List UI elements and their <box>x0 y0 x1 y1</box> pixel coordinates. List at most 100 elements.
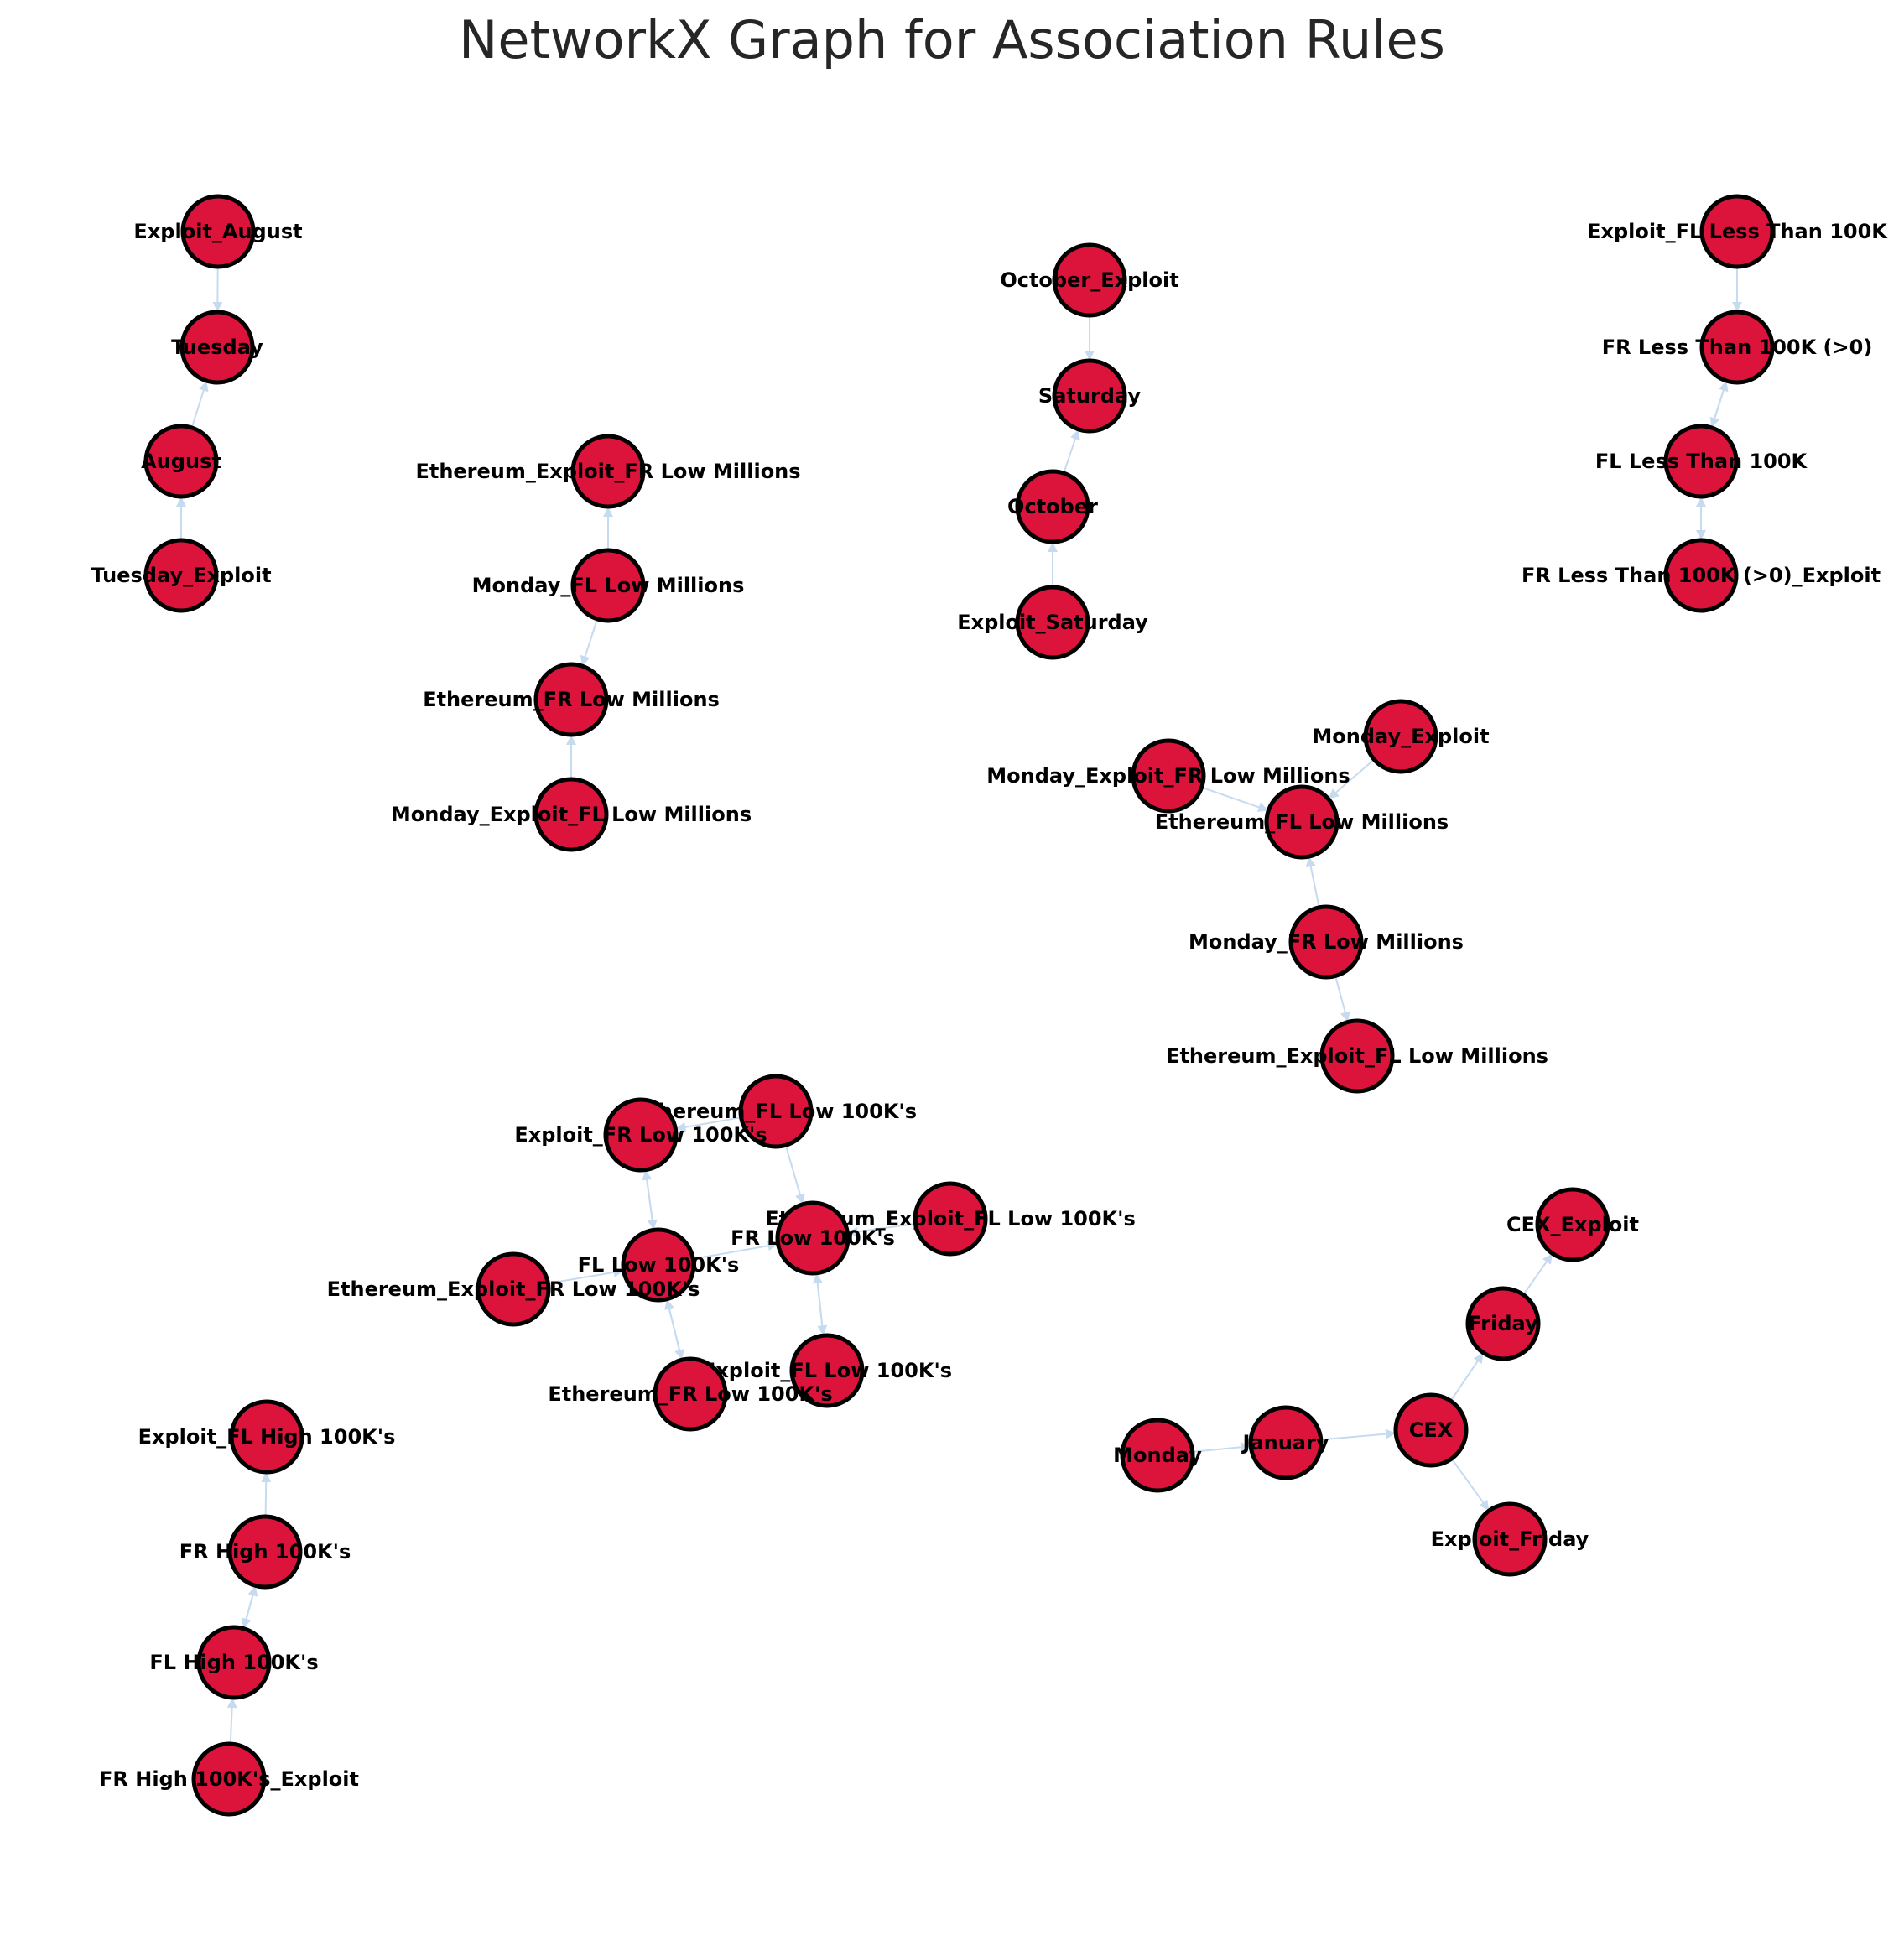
graph-node: Exploit_FL Less Than 100K <box>1587 194 1888 269</box>
node-circle <box>143 538 219 613</box>
node-label: Monday_Exploit_FR Low Millions <box>986 764 1350 788</box>
graph-node: Ethereum_Exploit_FR Low Millions <box>415 434 801 509</box>
graph-node: Ethereum_FR Low Millions <box>423 662 720 737</box>
edge-n27-n26 <box>548 1269 624 1285</box>
edge-arrowhead <box>1070 429 1080 441</box>
graph-node: Ethereum_FL Low Millions <box>1155 784 1449 860</box>
edge-n33-n32 <box>1320 1432 1397 1441</box>
node-circle <box>1663 538 1739 613</box>
node-label: FR Less Than 100K (>0)_Exploit <box>1522 564 1881 587</box>
edge-n18-n19 <box>1201 786 1269 812</box>
node-circle <box>1264 784 1340 860</box>
graph-node: Ethereum_Exploit_FL Low Millions <box>1166 1018 1548 1094</box>
edge-arrowhead <box>1048 542 1058 552</box>
graph-node: Monday_Exploit <box>1312 699 1490 774</box>
node-circle <box>1288 904 1364 980</box>
node-label: Ethereum_Exploit_FR Low Millions <box>415 460 800 483</box>
node-label: Ethereum_FL Low 100K's <box>635 1100 917 1123</box>
edge-arrowhead <box>1385 1428 1397 1439</box>
graph-node: Saturday <box>1038 358 1142 434</box>
edge-arrowhead <box>212 301 223 313</box>
graph-node: Exploit_FL Low 100K's <box>702 1333 952 1408</box>
node-circle <box>1052 358 1127 434</box>
node-label: Monday <box>1113 1444 1202 1467</box>
node-label: Ethereum_Exploit_FL Low Millions <box>1166 1044 1548 1068</box>
edge-arrowhead <box>612 1267 624 1277</box>
node-circle <box>1052 242 1127 318</box>
graph-node: Exploit_Saturday <box>957 585 1148 660</box>
graph-node: CEX_Exploit <box>1506 1187 1639 1262</box>
node-label: Tuesday <box>171 336 263 359</box>
node-circle <box>196 1625 272 1700</box>
node-label: Exploit_August <box>133 220 302 243</box>
node-label: Exploit_Friday <box>1431 1527 1589 1551</box>
node-label: Exploit_FR Low 100K's <box>514 1123 767 1147</box>
edge-n28-n25 <box>815 1272 825 1336</box>
graph-node: Monday <box>1113 1418 1202 1493</box>
node-circle <box>1015 469 1090 544</box>
node-circle <box>533 662 609 737</box>
node-label: FR High 100K's_Exploit <box>99 1767 359 1791</box>
node-circle <box>1663 424 1739 499</box>
node-circle <box>789 1333 865 1408</box>
node-layer: Exploit_August Tuesday August Tuesday_Explo… <box>91 194 1888 1817</box>
page-title: NetworkX Graph for Association Rules <box>459 9 1445 70</box>
graph-node: Exploit_August <box>133 194 303 269</box>
edge-arrowhead <box>176 497 186 507</box>
graph-node: Ethereum_Exploit_FR Low 100K's <box>327 1251 700 1327</box>
edge-arrowhead <box>198 381 209 393</box>
edge-arrowhead <box>642 1169 653 1181</box>
node-circle <box>1015 585 1090 660</box>
edge-n26-n29 <box>666 1298 683 1361</box>
edge-n24-n25 <box>847 1222 916 1235</box>
node-label: Exploit_FL High 100K's <box>138 1425 396 1449</box>
node-label: October_Exploit <box>1000 268 1178 292</box>
node-label: Ethereum_FR Low Millions <box>423 688 720 711</box>
node-label: Exploit_FL Less Than 100K <box>1587 220 1888 243</box>
edge-arrowhead <box>674 1349 684 1361</box>
graph-node: October <box>1007 469 1098 544</box>
edge-arrowhead <box>566 735 576 745</box>
graph-node: FL Less Than 100K <box>1595 424 1808 499</box>
edge-arrowhead <box>1328 788 1340 799</box>
graph-node: CEX <box>1393 1392 1469 1468</box>
node-circle <box>913 1181 988 1257</box>
node-circle <box>621 1227 696 1303</box>
node-circle <box>570 548 646 623</box>
graph-node: August <box>141 424 221 499</box>
node-label: FL Low 100K's <box>578 1253 740 1277</box>
graph-node: Ethereum_FL Low 100K's <box>635 1074 917 1149</box>
node-label: CEX_Exploit <box>1506 1213 1639 1236</box>
node-label: FR Low 100K's <box>731 1226 895 1250</box>
edge-arrowhead <box>675 1121 687 1132</box>
node-label: Ethereum_Exploit_FR Low 100K's <box>327 1277 700 1301</box>
graph-node: FR Low 100K's <box>731 1200 895 1276</box>
graph-node: FR High 100K's <box>179 1514 351 1590</box>
node-label: Exploit_FL Low 100K's <box>702 1359 952 1382</box>
edge-arrowhead <box>767 1241 778 1251</box>
node-circle <box>1131 738 1206 814</box>
node-label: FR Less Than 100K (>0) <box>1602 336 1873 359</box>
graph-node: Ethereum_FR Low 100K's <box>548 1356 833 1432</box>
node-circle <box>1319 1018 1395 1094</box>
node-label: FL Less Than 100K <box>1595 450 1808 473</box>
node-label: FL High 100K's <box>149 1651 318 1674</box>
graph-node: Exploit_FL High 100K's <box>138 1399 396 1475</box>
node-label: Tuesday_Exploit <box>91 564 271 587</box>
graph-node: FR Less Than 100K (>0)_Exploit <box>1522 538 1881 613</box>
node-label: Exploit_Saturday <box>957 611 1148 634</box>
node-circle <box>227 1514 303 1590</box>
node-circle <box>229 1399 304 1475</box>
graph-node: Tuesday_Exploit <box>91 538 272 613</box>
graph-node: FR Less Than 100K (>0) <box>1602 310 1873 385</box>
node-label: Saturday <box>1038 384 1142 408</box>
edge-n32-n35 <box>1450 1458 1490 1512</box>
node-circle <box>1699 310 1775 385</box>
edge-arrowhead <box>1696 530 1706 540</box>
edge-arrowhead <box>1305 856 1316 868</box>
graph-node: Exploit_FR Low 100K's <box>514 1097 767 1173</box>
graph-node: Friday <box>1465 1286 1541 1361</box>
edge-arrowhead <box>847 1226 859 1237</box>
edge-arrowhead <box>812 1272 823 1284</box>
graph-node: Monday_FL Low Millions <box>472 548 744 623</box>
